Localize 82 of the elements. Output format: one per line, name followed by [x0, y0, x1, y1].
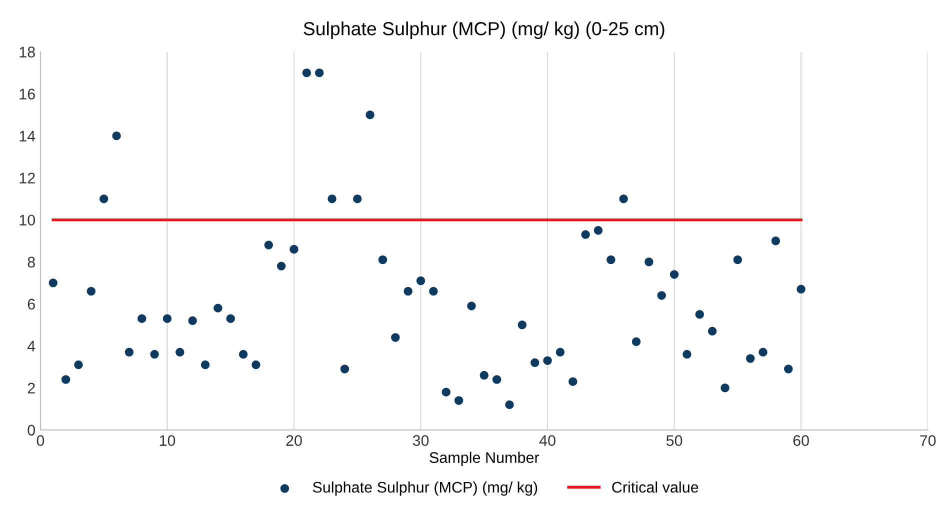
point [391, 333, 400, 342]
point [188, 316, 197, 326]
point [302, 68, 312, 78]
point [695, 310, 704, 319]
point [518, 320, 527, 330]
point [176, 348, 184, 357]
point [366, 110, 374, 120]
y-tick-label: 8 [28, 256, 35, 268]
point [594, 226, 603, 235]
point [556, 348, 565, 357]
point [112, 131, 121, 140]
point [746, 354, 755, 363]
point [290, 244, 298, 254]
point [708, 326, 717, 336]
point [416, 276, 426, 286]
y-tick-label: 4 [27, 340, 36, 352]
point [606, 255, 616, 264]
point [378, 255, 388, 264]
point [568, 377, 578, 386]
point [442, 388, 450, 396]
x-tick-label: 30 [412, 435, 429, 446]
point [61, 375, 70, 384]
point [543, 356, 552, 365]
point [796, 284, 806, 294]
legend-label: Critical value [612, 481, 698, 493]
y-tick-label: 0 [28, 424, 36, 436]
point [314, 68, 324, 78]
point [784, 364, 793, 374]
point [404, 286, 412, 296]
chart-title: Sulphate Sulphur (MCP) (mg/ kg) (0-25 cm) [304, 22, 664, 40]
point [758, 348, 768, 357]
point [214, 304, 222, 312]
point [238, 350, 248, 359]
point [619, 194, 628, 204]
point [264, 240, 274, 250]
x-tick-label: 70 [920, 435, 936, 446]
point [682, 350, 692, 359]
point [657, 291, 666, 300]
point [99, 194, 108, 204]
y-tick-label: 10 [20, 214, 36, 226]
x-tick-label: 10 [160, 435, 176, 446]
y-tick-label: 16 [20, 88, 35, 100]
point [150, 350, 159, 359]
point [771, 236, 780, 246]
point [328, 194, 336, 204]
point [505, 400, 514, 410]
y-tick-label: 6 [28, 298, 35, 310]
legend-label: Sulphate Sulphur (MCP) (mg/ kg) [312, 481, 538, 496]
point [720, 384, 730, 392]
point [226, 314, 235, 323]
point [124, 348, 134, 357]
point [733, 255, 742, 264]
point [454, 396, 464, 405]
point [353, 194, 362, 204]
point [86, 286, 96, 296]
x-tick-label: 0 [36, 435, 44, 446]
point [48, 278, 58, 288]
y-tick-label: 2 [28, 382, 35, 394]
point [340, 364, 350, 374]
y-tick-label: 18 [20, 46, 35, 58]
point [200, 360, 210, 370]
x-axis-title: Sample Number [430, 452, 540, 466]
point [480, 370, 489, 380]
y-tick-label: 12 [20, 172, 35, 184]
point [138, 314, 146, 323]
point [467, 302, 476, 310]
point [644, 257, 654, 266]
x-tick-label: 40 [539, 435, 556, 446]
x-tick-label: 50 [666, 435, 682, 446]
point [581, 230, 590, 239]
x-tick-label: 20 [286, 435, 302, 446]
point [632, 337, 641, 346]
point [492, 375, 502, 384]
point [530, 358, 540, 368]
x-tick-label: 60 [793, 435, 809, 446]
point [162, 314, 172, 323]
point [74, 360, 83, 370]
point [670, 270, 679, 279]
point [429, 286, 438, 296]
y-tick-label: 14 [20, 130, 36, 142]
point [276, 262, 286, 270]
point [252, 360, 260, 370]
